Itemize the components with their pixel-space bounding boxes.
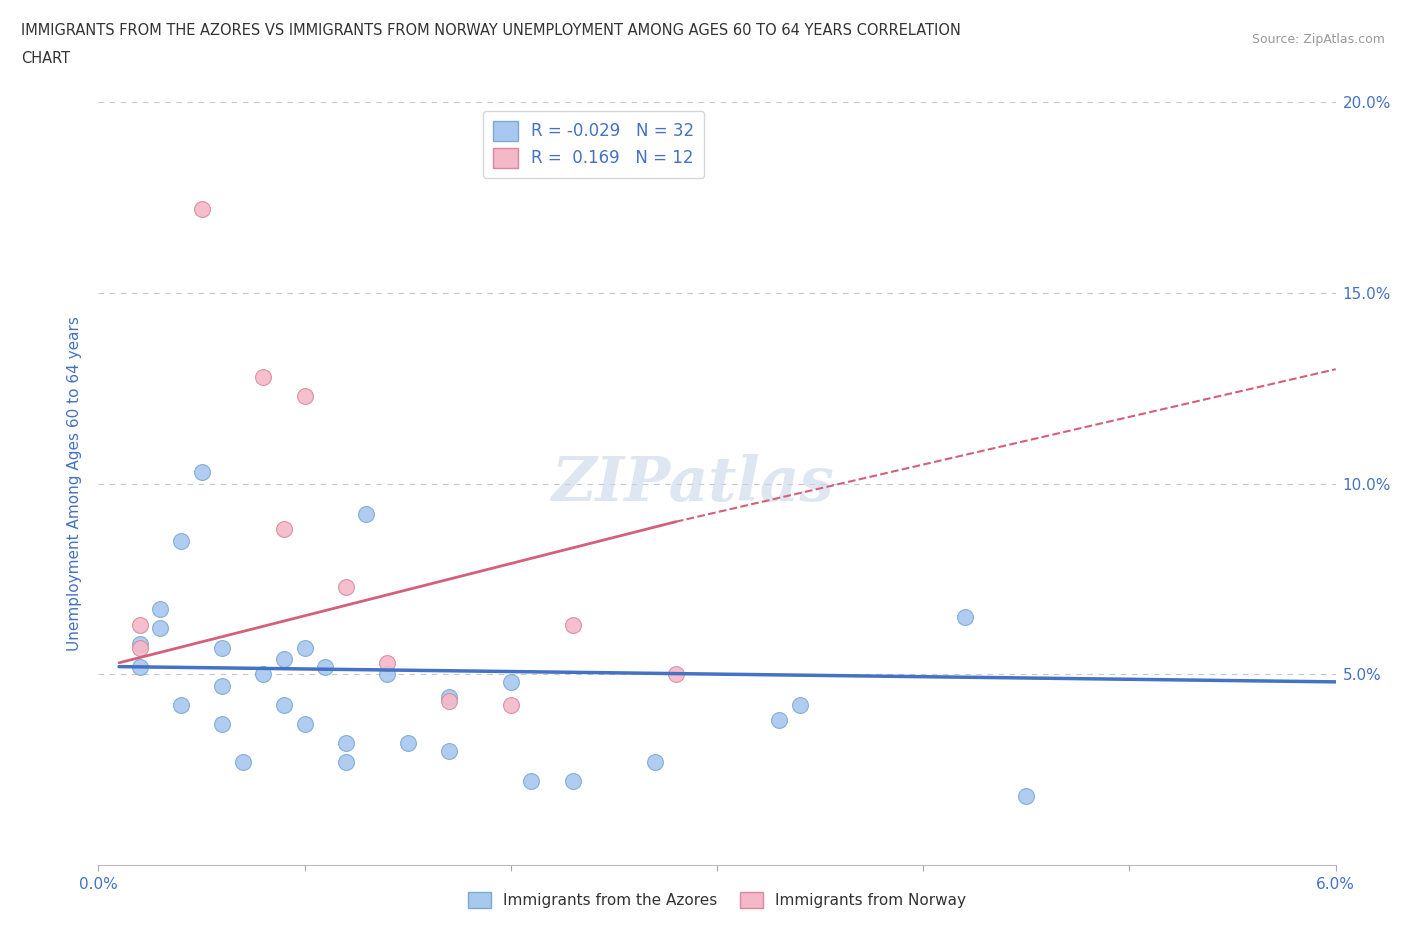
Y-axis label: Unemployment Among Ages 60 to 64 years: Unemployment Among Ages 60 to 64 years xyxy=(67,316,83,651)
Point xyxy=(789,698,811,712)
Point xyxy=(499,698,522,712)
Point xyxy=(190,465,212,480)
Point xyxy=(128,659,150,674)
Point xyxy=(128,640,150,655)
Point xyxy=(396,736,419,751)
Point xyxy=(273,652,295,667)
Point xyxy=(211,678,233,693)
Point xyxy=(149,602,172,617)
Point xyxy=(128,636,150,651)
Text: IMMIGRANTS FROM THE AZORES VS IMMIGRANTS FROM NORWAY UNEMPLOYMENT AMONG AGES 60 : IMMIGRANTS FROM THE AZORES VS IMMIGRANTS… xyxy=(21,23,960,38)
Point xyxy=(190,202,212,217)
Point xyxy=(273,698,295,712)
Point xyxy=(335,754,357,769)
Point xyxy=(437,743,460,758)
Point xyxy=(211,640,233,655)
Legend: Immigrants from the Azores, Immigrants from Norway: Immigrants from the Azores, Immigrants f… xyxy=(461,886,973,914)
Point xyxy=(644,754,666,769)
Point xyxy=(375,656,398,671)
Point xyxy=(561,774,583,789)
Point xyxy=(170,698,193,712)
Point xyxy=(170,534,193,549)
Point xyxy=(437,690,460,705)
Point xyxy=(294,716,316,731)
Point xyxy=(1015,789,1038,804)
Point xyxy=(294,389,316,404)
Point xyxy=(211,716,233,731)
Point xyxy=(953,610,976,625)
Text: ZIPatlas: ZIPatlas xyxy=(551,454,834,513)
Point xyxy=(520,774,543,789)
Point xyxy=(232,754,254,769)
Point xyxy=(499,674,522,689)
Point xyxy=(149,621,172,636)
Point xyxy=(128,618,150,632)
Text: CHART: CHART xyxy=(21,51,70,66)
Point xyxy=(356,507,378,522)
Point xyxy=(314,659,336,674)
Point xyxy=(294,640,316,655)
Point xyxy=(335,579,357,594)
Point xyxy=(375,667,398,682)
Point xyxy=(273,522,295,537)
Point xyxy=(437,694,460,709)
Point xyxy=(768,712,790,727)
Point xyxy=(252,667,274,682)
Point xyxy=(665,667,688,682)
Text: Source: ZipAtlas.com: Source: ZipAtlas.com xyxy=(1251,33,1385,46)
Point xyxy=(561,618,583,632)
Point xyxy=(252,369,274,384)
Point xyxy=(335,736,357,751)
